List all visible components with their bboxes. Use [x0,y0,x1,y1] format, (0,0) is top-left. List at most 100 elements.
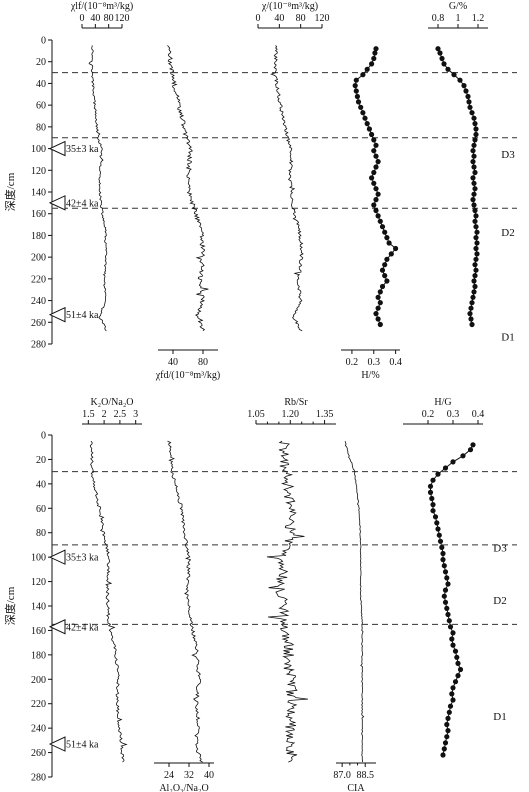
x-tick-label: 1.5 [82,409,95,420]
data-point [450,630,456,636]
data-point [373,164,379,170]
x-tick-label: 0.8 [432,13,445,24]
x-tick-label: 0.3 [368,357,381,368]
age-label: 35±3 ka [66,553,99,564]
x-axis-title: CIA [347,783,365,792]
series-line-al2o3_na2o [167,440,203,763]
data-point [469,110,475,116]
x-axis-title: G/% [449,1,467,12]
data-point [353,88,359,94]
data-point [465,93,471,100]
data-point [375,294,381,300]
data-point [373,142,379,148]
data-point [468,316,474,322]
unit-label: D1 [501,331,514,343]
x-tick-label: 120 [315,13,330,24]
data-point [382,229,388,235]
age-marker [48,618,66,635]
data-point [388,251,394,257]
data-point [434,520,440,526]
depth-axis-title: 深度/cm [3,172,17,211]
data-point [352,83,358,89]
data-point [460,453,466,459]
data-point [471,164,477,170]
data-point [449,691,455,697]
data-point [450,459,456,465]
data-point [375,191,381,197]
data-point [471,180,477,186]
x-tick-label: 80 [198,357,208,368]
series-line-chilf [88,45,108,332]
x-tick-label: 40 [274,13,284,24]
data-point [471,115,477,121]
age-marker [48,736,66,752]
data-point [437,50,443,56]
age-marker [48,306,66,323]
data-point [441,746,447,752]
data-point [470,148,476,154]
data-point [440,752,446,758]
depth-tick-label: 280 [31,340,46,351]
data-point [372,50,378,56]
data-point [445,728,451,734]
chart-upper: 020406080100120140160180200220240260280深… [3,1,517,381]
x-tick-label: 1.05 [247,409,265,420]
data-point [435,526,441,532]
data-point [473,131,479,138]
x-tick-label: 32 [184,770,194,781]
data-point [360,72,366,78]
x-tick-label: 0.2 [422,409,435,420]
data-point [444,734,450,740]
data-point [473,245,479,252]
series-line-k2o_na2o [89,440,128,763]
x-tick-label: 40 [204,770,214,781]
data-point [471,278,477,284]
data-point [447,703,454,709]
x-tick-label: 0.3 [447,409,460,420]
data-point [362,115,368,121]
data-point [473,224,479,230]
age-label: 51±4 ka [66,740,99,751]
data-point [432,514,439,520]
data-point [467,311,473,317]
chart-lower: 020406080100120140160180200220240260280深… [3,397,517,792]
x-tick-label: 0.4 [389,357,402,368]
data-point [469,300,475,306]
depth-tick-label: 20 [36,57,46,68]
x-axis-title: Al₂O₃/Na₂O [159,783,208,792]
x-tick-label: 40 [168,357,178,368]
data-point [454,654,460,660]
unit-label: D3 [501,149,515,161]
x-axis-title: K₂O/Na₂O [90,397,133,408]
data-point [371,55,377,62]
data-point [373,186,379,192]
x-axis-title: H/% [361,370,379,381]
x-axis-title: Rb/Sr [284,397,308,408]
data-point [364,66,370,72]
series-line-chi [270,45,304,332]
series-line-rb_sr [266,440,309,763]
data-point [358,104,364,110]
data-point [429,495,435,502]
data-point [457,77,463,83]
data-point [382,262,388,268]
panel-cia: 87.0 88.5 CIA [333,440,376,792]
panel-chifd: 40 80 χfd/(10⁻⁸m³/kg) [155,45,220,381]
series-line-cia [344,440,365,763]
data-point [375,316,381,322]
data-point [470,294,476,300]
data-point [455,673,461,679]
depth-tick-label: 240 [31,296,46,307]
data-point [473,267,479,273]
data-point [472,273,478,279]
data-point [371,202,377,208]
x-tick-label: 0.4 [472,409,485,420]
data-point [463,88,469,94]
data-point [473,256,479,262]
data-point [471,153,477,159]
x-tick-label: 1.20 [282,409,300,420]
data-point [430,508,436,514]
x-tick-label: 24 [164,770,174,781]
